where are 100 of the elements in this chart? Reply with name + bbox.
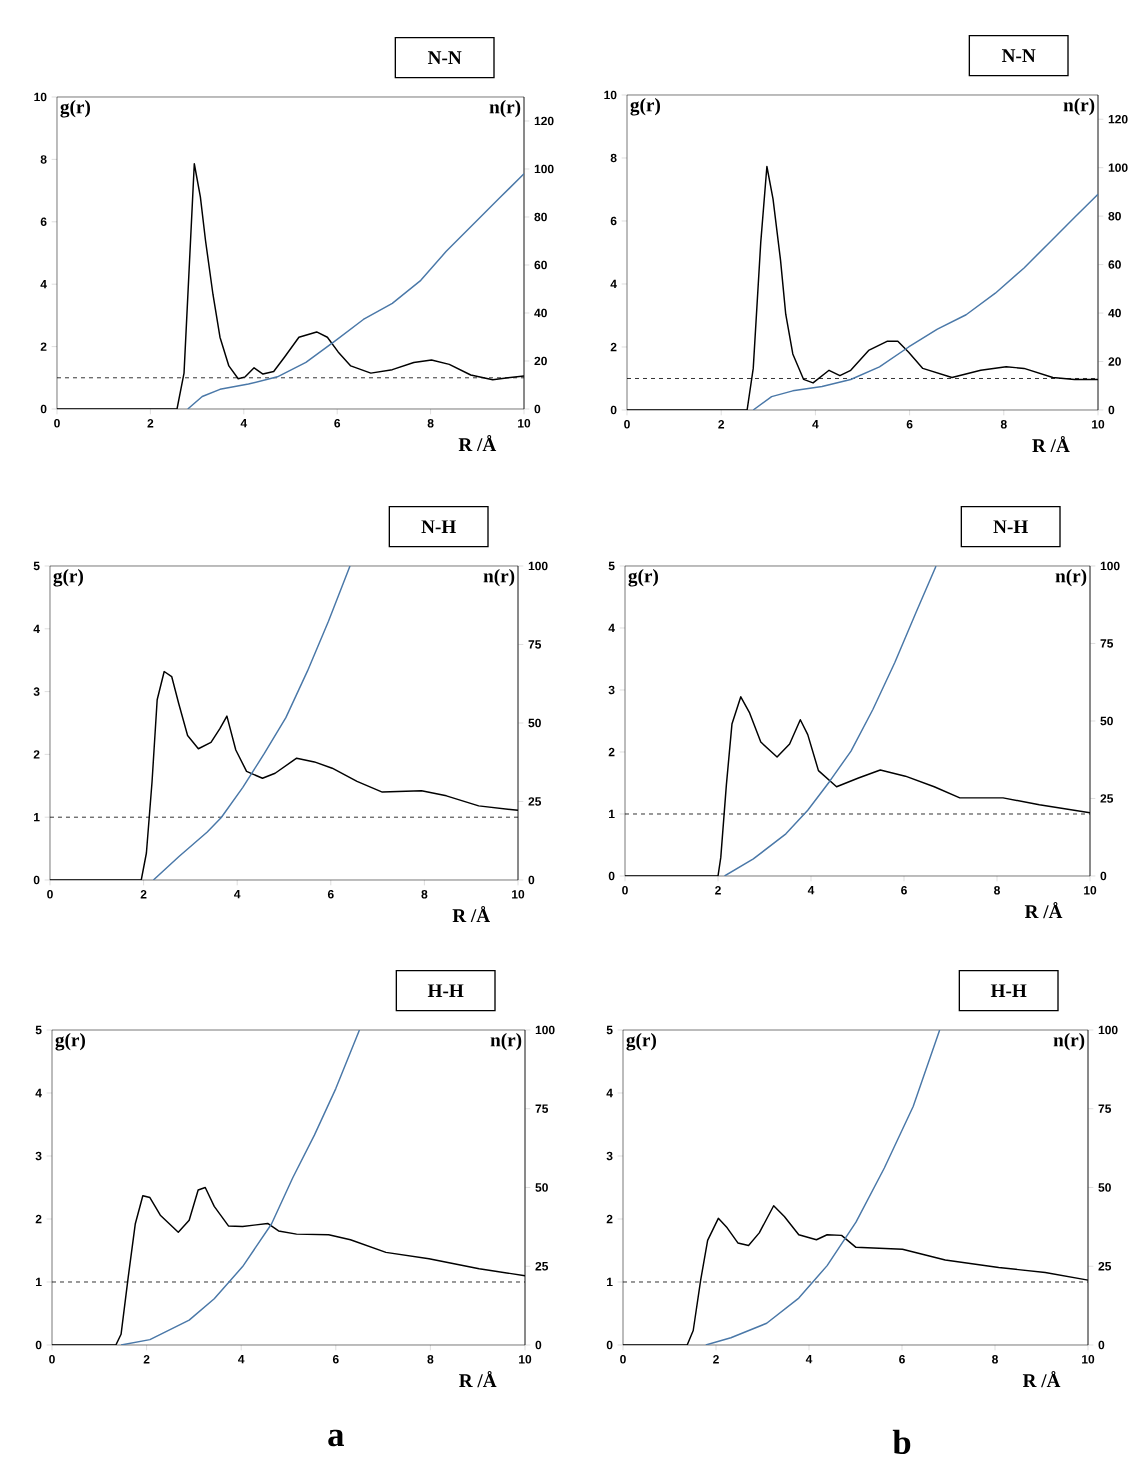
y2-tick-label: 100 bbox=[1100, 561, 1120, 571]
x-tick-label: 0 bbox=[624, 420, 630, 429]
y2-tick-label: 75 bbox=[1100, 639, 1114, 648]
y-tick-label: 0 bbox=[33, 875, 40, 885]
y2-tick-label: 20 bbox=[534, 356, 547, 366]
y2-tick-label: 0 bbox=[528, 875, 535, 885]
y2-tick-label: 20 bbox=[1108, 357, 1121, 366]
y2-tick-label: 120 bbox=[1108, 114, 1128, 124]
y-tick-label: 3 bbox=[608, 685, 615, 695]
y-tick-label: 4 bbox=[40, 280, 47, 289]
chart-title: N-N bbox=[427, 51, 462, 64]
y2-tick-label: 0 bbox=[1100, 871, 1107, 881]
y-tick-label: 5 bbox=[608, 561, 615, 571]
x-tick-label: 10 bbox=[518, 419, 531, 428]
y2-tick-label: 100 bbox=[528, 561, 548, 571]
y-axis-title: g(r) bbox=[55, 1032, 85, 1051]
y2-tick-label: 75 bbox=[535, 1104, 549, 1113]
x-axis-title: R /Å bbox=[458, 435, 497, 452]
x-tick-label: 6 bbox=[906, 420, 913, 429]
line-series bbox=[152, 565, 351, 880]
y-tick-label: 5 bbox=[33, 561, 40, 571]
x-tick-label: 4 bbox=[238, 1355, 245, 1364]
x-tick-label: 8 bbox=[992, 1355, 998, 1364]
y2-tick-label: 50 bbox=[535, 1183, 548, 1192]
x-tick-label: 2 bbox=[713, 1355, 719, 1364]
chart-title: N-H bbox=[421, 520, 456, 533]
y-tick-label: 6 bbox=[40, 217, 47, 227]
y2-tick-label: 100 bbox=[1098, 1025, 1118, 1035]
y-axis-title: g(r) bbox=[60, 99, 90, 118]
y-tick-label: 3 bbox=[33, 687, 40, 696]
y-tick-label: 0 bbox=[40, 404, 47, 414]
y2-axis-title: n(r) bbox=[483, 568, 515, 587]
y-tick-label: 4 bbox=[33, 624, 40, 633]
y-tick-label: 6 bbox=[610, 216, 617, 226]
y2-axis-title: n(r) bbox=[1063, 97, 1095, 116]
y-tick-label: 3 bbox=[35, 1151, 42, 1161]
y-tick-label: 5 bbox=[35, 1025, 42, 1035]
y2-tick-label: 100 bbox=[535, 1025, 555, 1035]
x-tick-label: 6 bbox=[899, 1355, 905, 1364]
y-tick-label: 10 bbox=[34, 92, 47, 102]
x-tick-label: 6 bbox=[327, 890, 334, 899]
x-axis-title: R /Å bbox=[1024, 902, 1063, 919]
x-tick-label: 2 bbox=[718, 420, 725, 429]
y-tick-label: 1 bbox=[36, 1277, 42, 1287]
x-tick-label: 4 bbox=[805, 1355, 813, 1364]
x-tick-label: 8 bbox=[427, 1355, 434, 1364]
text: b bbox=[892, 1429, 911, 1455]
x-tick-label: 4 bbox=[807, 886, 815, 895]
x-tick-label: 0 bbox=[620, 1355, 626, 1364]
chart-title: N-N bbox=[1001, 49, 1036, 62]
y2-tick-label: 0 bbox=[1098, 1340, 1105, 1350]
y2-tick-label: 25 bbox=[528, 797, 542, 806]
y-tick-label: 1 bbox=[34, 813, 40, 822]
x-tick-label: 10 bbox=[1082, 1355, 1095, 1364]
y-axis-title: g(r) bbox=[628, 568, 658, 587]
y2-tick-label: 60 bbox=[534, 260, 547, 270]
y-tick-label: 2 bbox=[35, 1214, 42, 1224]
y2-tick-label: 80 bbox=[534, 212, 547, 222]
y2-tick-label: 25 bbox=[1098, 1261, 1112, 1271]
x-tick-label: 0 bbox=[54, 419, 60, 428]
y2-tick-label: 25 bbox=[535, 1261, 549, 1271]
chart-title: H-H bbox=[990, 984, 1027, 997]
y-axis-title: g(r) bbox=[630, 97, 660, 116]
line-series bbox=[120, 1029, 361, 1345]
x-tick-label: 8 bbox=[427, 419, 434, 428]
y2-axis-title: n(r) bbox=[1053, 1032, 1085, 1051]
y2-tick-label: 120 bbox=[534, 116, 554, 126]
x-axis-title: R /Å bbox=[1032, 436, 1070, 453]
y-axis-title: g(r) bbox=[53, 568, 83, 587]
x-tick-label: 6 bbox=[901, 886, 907, 895]
x-tick-label: 10 bbox=[1084, 886, 1097, 895]
x-axis-title: R /Å bbox=[452, 906, 490, 923]
y2-axis-title: n(r) bbox=[490, 1032, 522, 1051]
y-tick-label: 2 bbox=[608, 747, 615, 757]
x-tick-label: 0 bbox=[49, 1355, 55, 1364]
x-tick-label: 10 bbox=[1092, 420, 1105, 429]
y-tick-label: 0 bbox=[35, 1340, 42, 1350]
y-tick-label: 2 bbox=[610, 342, 617, 352]
chart-title: H-H bbox=[427, 984, 464, 997]
y-tick-label: 2 bbox=[40, 342, 47, 351]
line-series bbox=[187, 173, 524, 409]
line-series bbox=[752, 193, 1099, 410]
x-tick-label: 0 bbox=[47, 890, 53, 899]
y2-tick-label: 50 bbox=[1100, 716, 1113, 726]
y-tick-label: 4 bbox=[606, 1088, 613, 1098]
y2-tick-label: 0 bbox=[535, 1340, 542, 1350]
x-axis-title: R /Å bbox=[1022, 1371, 1061, 1388]
chart-title: N-H bbox=[993, 520, 1028, 533]
y-tick-label: 2 bbox=[33, 750, 40, 759]
x-tick-label: 10 bbox=[519, 1355, 532, 1364]
y-tick-label: 0 bbox=[606, 1340, 613, 1350]
y2-tick-label: 80 bbox=[1108, 211, 1121, 221]
x-tick-label: 8 bbox=[994, 886, 1000, 895]
y-tick-label: 4 bbox=[35, 1088, 42, 1098]
y-tick-label: 2 bbox=[606, 1214, 613, 1224]
x-tick-label: 2 bbox=[715, 886, 721, 895]
x-tick-label: 8 bbox=[1000, 420, 1007, 429]
x-tick-label: 4 bbox=[240, 419, 248, 428]
x-axis-title: R /Å bbox=[459, 1371, 497, 1388]
y-tick-label: 8 bbox=[610, 153, 617, 163]
